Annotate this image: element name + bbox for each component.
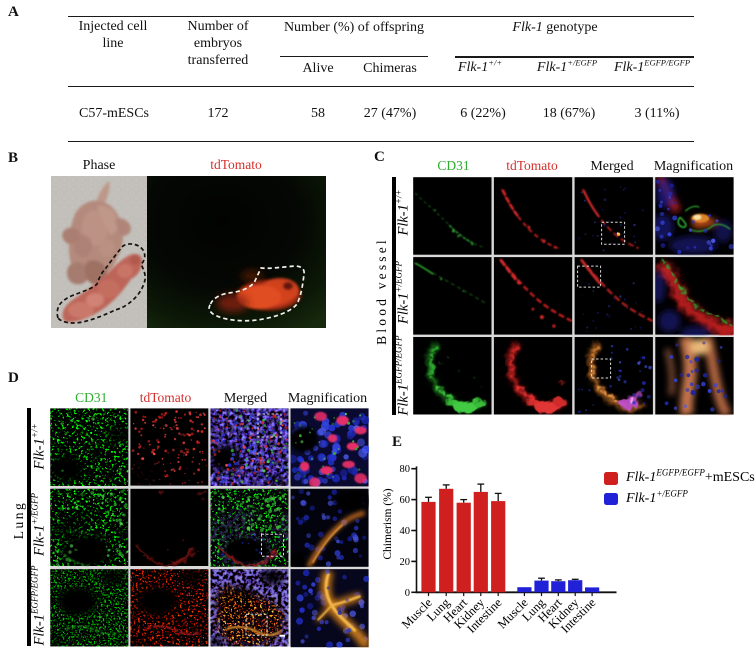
svg-text:0: 0 bbox=[405, 588, 410, 599]
svg-text:40: 40 bbox=[400, 526, 411, 537]
svg-text:80: 80 bbox=[400, 464, 411, 475]
svg-text:60: 60 bbox=[400, 495, 411, 506]
svg-text:20: 20 bbox=[400, 557, 411, 568]
svg-text:Chimerism (%): Chimerism (%) bbox=[382, 488, 394, 559]
